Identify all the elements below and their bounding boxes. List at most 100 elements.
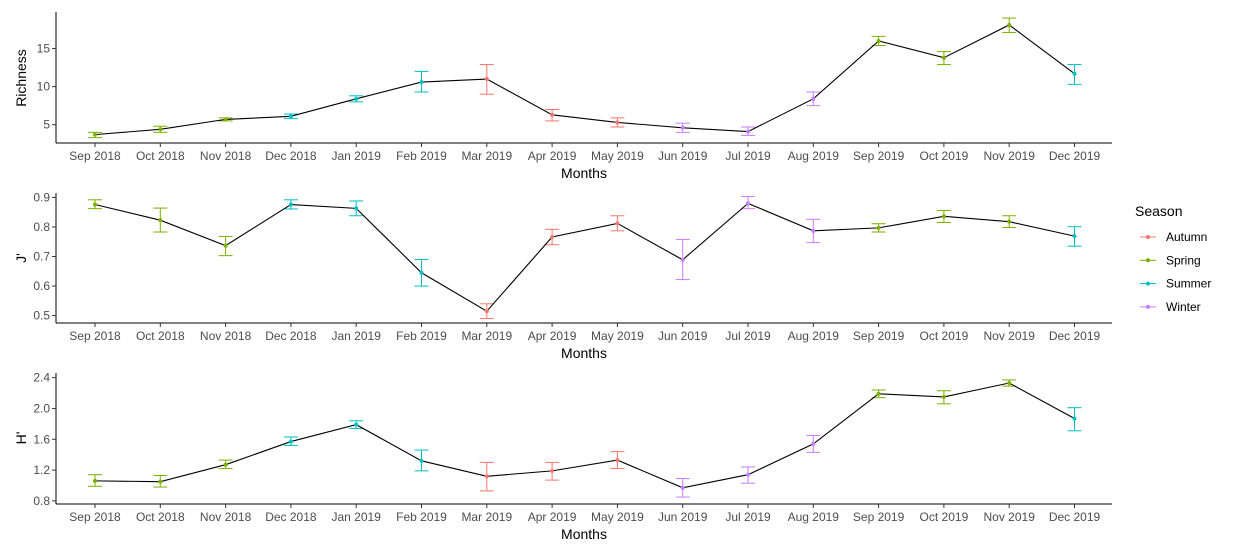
panel-3: 0.8 1.2 1.6 2.0 2.4 Sep 2018 Oct 2018 Nov 2018 D… — [13, 371, 1112, 542]
x-tick-label: Feb 2019 — [396, 329, 447, 343]
legend-item-autumn: Autumn — [1140, 230, 1207, 244]
x-tick-label: Jun 2019 — [658, 329, 708, 343]
series-line — [94, 202, 1075, 312]
x-tick-label: May 2019 — [591, 149, 644, 163]
y-axis-title: J' — [13, 253, 29, 263]
data-point — [1072, 416, 1077, 421]
x-tick-label: Oct 2019 — [920, 329, 969, 343]
x-tick-label: Jul 2019 — [725, 149, 771, 163]
data-point — [1072, 234, 1077, 239]
data-point — [288, 439, 293, 444]
y-axis-title: H' — [13, 432, 29, 445]
y-tick-label: 0.6 — [33, 279, 50, 293]
data-point — [93, 478, 97, 483]
y-tick-label: 1.6 — [33, 432, 50, 446]
data-point — [93, 132, 97, 137]
y-axis-title: Richness — [13, 49, 29, 107]
data-point — [158, 218, 163, 223]
data-point — [1007, 22, 1012, 27]
y-tick-label: 2.0 — [33, 401, 50, 415]
legend-label: Summer — [1166, 277, 1211, 291]
x-tick-label: Aug 2019 — [788, 149, 840, 163]
legend-label: Winter — [1166, 300, 1201, 314]
series-line — [94, 382, 1075, 489]
x-tick-label: Aug 2019 — [788, 329, 840, 343]
x-tick-label: Apr 2019 — [528, 510, 577, 524]
x-tick-label: Dec 2019 — [1049, 329, 1101, 343]
x-tick-label: Oct 2019 — [920, 149, 969, 163]
data-point — [419, 270, 424, 275]
data-point — [550, 468, 555, 473]
data-point — [876, 225, 881, 230]
y-tick-label: 1.2 — [33, 463, 50, 477]
data-point — [354, 96, 359, 101]
y-tick-label: 10 — [37, 80, 51, 94]
data-point — [158, 127, 163, 132]
data-point — [223, 243, 228, 248]
x-tick-label: Jul 2019 — [725, 510, 771, 524]
x-tick-label: Nov 2018 — [200, 510, 252, 524]
x-tick-label: Jan 2019 — [332, 510, 382, 524]
data-point — [680, 257, 685, 262]
y-tick-label: 0.8 — [33, 494, 50, 508]
data-point — [354, 422, 359, 427]
y-tick-label: 15 — [37, 42, 51, 56]
x-tick-label: Dec 2019 — [1049, 510, 1101, 524]
x-tick-label: Dec 2018 — [265, 510, 317, 524]
data-point — [288, 114, 293, 119]
data-point — [876, 391, 881, 396]
data-point — [746, 472, 750, 477]
data-point — [811, 228, 816, 233]
x-tick-label: Feb 2019 — [396, 510, 447, 524]
data-point — [419, 80, 424, 85]
x-tick-label: Jan 2019 — [332, 149, 382, 163]
data-point — [615, 120, 620, 125]
y-tick-label: 0.7 — [33, 250, 50, 264]
x-tick-label: Apr 2019 — [528, 329, 577, 343]
x-tick-label: Sep 2018 — [69, 149, 121, 163]
x-tick-label: May 2019 — [591, 329, 644, 343]
legend: Season Autumn Spring Summer Winter — [1135, 203, 1211, 314]
x-tick-label: Aug 2019 — [788, 510, 840, 524]
x-tick-label: Apr 2019 — [528, 149, 577, 163]
series-line — [94, 24, 1075, 136]
data-point — [1007, 381, 1012, 386]
data-point — [615, 458, 620, 463]
data-point — [419, 458, 424, 463]
x-tick-label: Mar 2019 — [461, 149, 512, 163]
x-tick-label: Sep 2018 — [69, 510, 121, 524]
x-tick-label: Nov 2018 — [200, 329, 252, 343]
x-tick-label: Nov 2019 — [984, 510, 1036, 524]
x-tick-label: Dec 2018 — [265, 329, 317, 343]
panel-2: 0.5 0.6 0.7 0.8 0.9 Sep 2018 Oct 2018 Nov 2018 D… — [13, 190, 1112, 361]
legend-key-point — [1146, 304, 1150, 309]
x-tick-label: Jul 2019 — [725, 329, 771, 343]
x-tick-label: Oct 2018 — [136, 510, 185, 524]
x-tick-label: Jun 2019 — [658, 149, 708, 163]
legend-key-point — [1146, 235, 1150, 239]
data-point — [223, 462, 228, 467]
data-point — [811, 441, 816, 446]
data-point — [680, 125, 685, 130]
data-point — [484, 309, 489, 314]
legend-title: Season — [1135, 203, 1182, 219]
data-point — [941, 55, 946, 60]
legend-key-point — [1146, 258, 1150, 263]
x-tick-label: Sep 2019 — [853, 329, 905, 343]
data-point — [1072, 71, 1077, 76]
x-tick-label: Sep 2019 — [853, 510, 905, 524]
x-axis-title: Months — [561, 526, 607, 542]
data-point — [876, 38, 881, 43]
x-axis-title: Months — [561, 345, 607, 361]
x-tick-label: May 2019 — [591, 510, 644, 524]
data-point — [680, 485, 685, 490]
x-tick-label: Feb 2019 — [396, 149, 447, 163]
data-point — [746, 129, 750, 134]
x-tick-label: Oct 2018 — [136, 329, 185, 343]
x-tick-label: Mar 2019 — [461, 510, 512, 524]
y-tick-label: 2.4 — [33, 371, 50, 385]
panel-1: 5 10 15 Sep 2018 Oct 2018 Nov 2018 Dec 2018 Jan… — [13, 12, 1112, 181]
x-tick-label: Nov 2019 — [984, 329, 1036, 343]
legend-item-winter: Winter — [1140, 300, 1201, 314]
